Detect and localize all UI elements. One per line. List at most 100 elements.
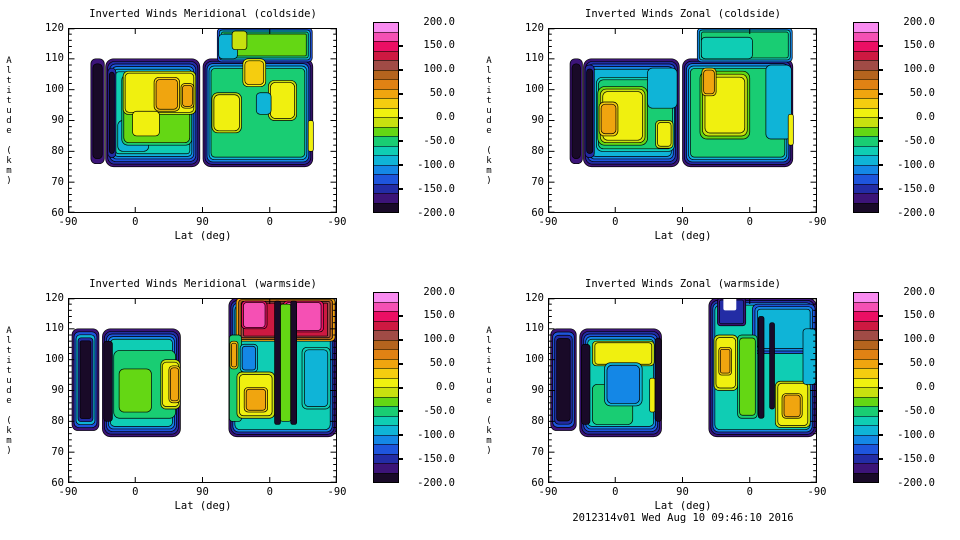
colorbar-tick-label: 150.0 bbox=[423, 309, 455, 322]
x-tick-label: 90 bbox=[196, 216, 209, 228]
x-tick-label: 0 bbox=[132, 216, 139, 228]
y-axis-label: Altitude (km) bbox=[484, 325, 494, 456]
colorbar-band bbox=[374, 377, 398, 387]
y-tick-label: 110 bbox=[45, 322, 64, 335]
colorbar-band bbox=[374, 193, 398, 203]
colorbar-band bbox=[854, 155, 878, 165]
colorbar-tick-label: -50.0 bbox=[903, 404, 935, 417]
colorbar-band bbox=[854, 41, 878, 51]
colorbar-tick-label: 100.0 bbox=[903, 63, 935, 76]
y-tick-label: 100 bbox=[525, 83, 544, 96]
colorbar-band bbox=[854, 349, 878, 359]
x-tick-label: -90 bbox=[58, 486, 78, 498]
colorbar-tick bbox=[399, 410, 403, 413]
colorbar-tick bbox=[879, 92, 883, 95]
colorbar-band bbox=[854, 463, 878, 473]
colorbar-tick-label: 200.0 bbox=[903, 285, 935, 298]
colorbar-band bbox=[854, 293, 878, 302]
colorbar-band bbox=[374, 136, 398, 146]
colorbar-tick-label: -100.0 bbox=[897, 158, 935, 171]
y-tick-label: 100 bbox=[525, 353, 544, 366]
colorbar-tick bbox=[399, 434, 403, 437]
x-axis-label: Lat (deg) bbox=[654, 500, 712, 512]
colorbar: 200.0 150.0 100.0 50.0 0.0 -50.0 -100.0 -150.0 -… bbox=[853, 286, 939, 492]
colorbar-band bbox=[374, 293, 398, 302]
y-tick-label: 80 bbox=[51, 414, 64, 427]
colorbar-tick bbox=[879, 458, 883, 461]
x-tick-label: 0 bbox=[612, 216, 619, 228]
colorbar-band bbox=[854, 444, 878, 454]
x-tick-label: -90 bbox=[807, 486, 827, 498]
colorbar-bands bbox=[853, 292, 879, 483]
colorbar-band bbox=[374, 301, 398, 311]
colorbar-tick-label: -200.0 bbox=[897, 206, 935, 219]
colorbar-tick-label: -200.0 bbox=[417, 476, 455, 489]
colorbar-band bbox=[374, 145, 398, 155]
colorbar: 200.0 150.0 100.0 50.0 0.0 -50.0 -100.0 -150.0 -… bbox=[373, 16, 459, 222]
y-axis-label: Altitude (km) bbox=[4, 55, 14, 186]
y-tick-label: 110 bbox=[525, 52, 544, 65]
colorbar-tick-label: -150.0 bbox=[417, 452, 455, 465]
colorbar-tick bbox=[399, 188, 403, 191]
colorbar-band bbox=[854, 23, 878, 32]
colorbar-tick bbox=[879, 386, 883, 389]
colorbar-band bbox=[854, 79, 878, 89]
x-tick-label: 90 bbox=[196, 486, 209, 498]
colorbar-tick bbox=[399, 92, 403, 95]
colorbar-band bbox=[854, 31, 878, 41]
y-tick-label: 80 bbox=[51, 144, 64, 157]
x-tick-label: -90 bbox=[58, 216, 78, 228]
colorbar-band bbox=[854, 193, 878, 203]
x-tick-label: 90 bbox=[676, 216, 689, 228]
colorbar-band bbox=[374, 50, 398, 60]
colorbar-band bbox=[854, 368, 878, 378]
contour-canvas bbox=[68, 28, 337, 213]
colorbar-band bbox=[374, 406, 398, 416]
y-tick-label: 70 bbox=[51, 445, 64, 458]
y-tick-label: 60 bbox=[531, 206, 544, 219]
colorbar-tick-label: 50.0 bbox=[429, 357, 455, 370]
colorbar-tick bbox=[879, 44, 883, 47]
colorbar-tick bbox=[399, 458, 403, 461]
colorbar-tick-label: 50.0 bbox=[909, 87, 935, 100]
colorbar-band bbox=[374, 396, 398, 406]
colorbar-band bbox=[374, 358, 398, 368]
colorbar-tick-label: 100.0 bbox=[423, 63, 455, 76]
contour-plot bbox=[548, 298, 817, 483]
colorbar-band bbox=[854, 126, 878, 136]
colorbar-band bbox=[854, 301, 878, 311]
colorbar-tick bbox=[879, 434, 883, 437]
timestamp: 2012314v01 Wed Aug 10 09:46:10 2016 bbox=[572, 512, 794, 524]
x-tick-label: -90 bbox=[327, 486, 347, 498]
panel-meridional-coldside: Inverted Winds Meridional (coldside) Alt… bbox=[0, 0, 480, 270]
colorbar-band bbox=[374, 202, 398, 212]
colorbar-tick bbox=[879, 338, 883, 341]
colorbar-band bbox=[854, 60, 878, 70]
colorbar-band bbox=[854, 453, 878, 463]
colorbar-band bbox=[374, 79, 398, 89]
colorbar-band bbox=[854, 330, 878, 340]
y-tick-label: 110 bbox=[45, 52, 64, 65]
colorbar-band bbox=[374, 41, 398, 51]
x-tick-label: 0 bbox=[266, 486, 273, 498]
colorbar-tick-label: -50.0 bbox=[423, 134, 455, 147]
colorbar-tick-label: 150.0 bbox=[423, 39, 455, 52]
colorbar-tick-label: 100.0 bbox=[423, 333, 455, 346]
panel-title: Inverted Winds Meridional (coldside) bbox=[89, 8, 317, 20]
colorbar-band bbox=[374, 60, 398, 70]
colorbar-band bbox=[854, 377, 878, 387]
colorbar-tick-label: -100.0 bbox=[417, 158, 455, 171]
colorbar-band bbox=[854, 164, 878, 174]
colorbar-band bbox=[374, 88, 398, 98]
panel-title: Inverted Winds Meridional (warmside) bbox=[89, 278, 317, 290]
colorbar-band bbox=[374, 69, 398, 79]
y-tick-label: 70 bbox=[51, 175, 64, 188]
colorbar-band bbox=[374, 320, 398, 330]
colorbar-band bbox=[854, 174, 878, 184]
colorbar-tick-label: -50.0 bbox=[903, 134, 935, 147]
contour-plot bbox=[68, 298, 337, 483]
colorbar-tick-label: 50.0 bbox=[429, 87, 455, 100]
y-tick-label: 100 bbox=[45, 353, 64, 366]
colorbar-tick bbox=[399, 164, 403, 167]
